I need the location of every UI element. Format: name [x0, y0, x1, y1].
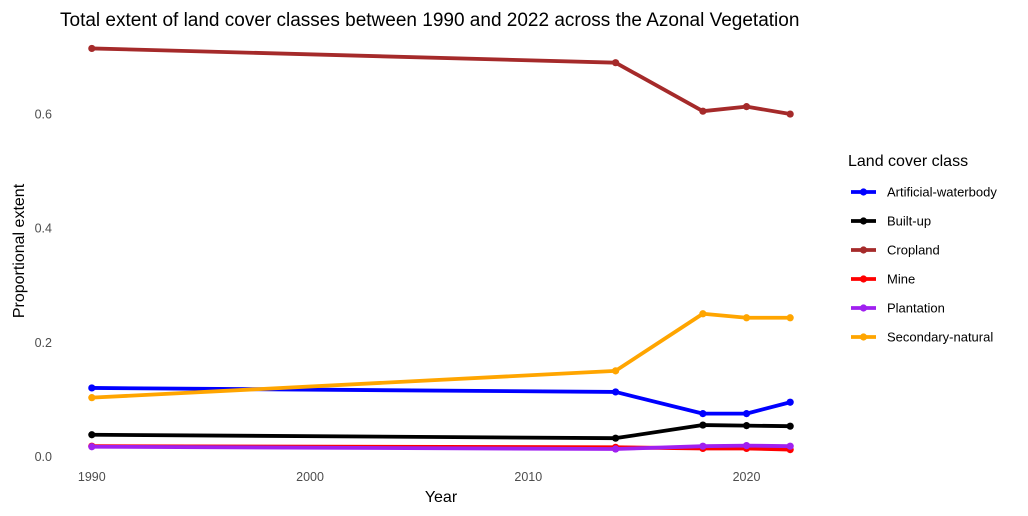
data-point [699, 310, 707, 318]
data-point [611, 59, 620, 67]
x-tick-label: 2020 [733, 470, 761, 484]
data-point [88, 431, 96, 439]
series-secondary-natural [88, 310, 794, 402]
legend-item: Artificial-waterbody [851, 185, 997, 200]
x-tick-label: 2000 [296, 470, 324, 484]
data-point [699, 107, 707, 115]
x-tick-label: 1990 [78, 470, 106, 484]
data-point [742, 314, 751, 322]
series-cropland [88, 44, 794, 118]
data-point [742, 422, 751, 430]
x-axis-title: Year [425, 489, 458, 506]
series-built-up [88, 421, 794, 442]
plot-area [88, 44, 794, 454]
x-axis-ticks: 1990 2000 2010 2020 [78, 470, 761, 484]
legend-marker [859, 188, 868, 196]
legend-title: Land cover class [848, 153, 968, 170]
series-artificial-waterbody [88, 384, 794, 418]
legend-label: Cropland [887, 243, 940, 258]
data-point [699, 421, 707, 429]
data-point [786, 398, 794, 406]
y-axis-ticks: 0.0 0.2 0.4 0.6 [35, 108, 52, 464]
data-point [742, 441, 751, 450]
legend-item: Secondary-natural [851, 330, 993, 345]
y-tick-label: 0.2 [35, 336, 52, 350]
legend-marker [859, 275, 868, 283]
legend: Land cover class Artificial-waterbody Bui… [848, 153, 997, 345]
series-line [91, 46, 791, 116]
legend-label: Secondary-natural [887, 330, 993, 345]
data-point [786, 422, 794, 430]
legend-marker [859, 304, 868, 312]
legend-item: Plantation [851, 301, 945, 316]
data-point [742, 410, 751, 418]
legend-item: Mine [851, 272, 915, 287]
legend-marker [859, 217, 868, 225]
series-plantation [88, 441, 794, 453]
data-point [88, 394, 96, 402]
series-line [91, 423, 791, 441]
legend-label: Built-up [887, 214, 931, 229]
y-axis-title: Proportional extent [11, 183, 28, 318]
y-tick-label: 0.6 [35, 108, 52, 122]
legend-label: Mine [887, 272, 915, 287]
data-point [611, 445, 620, 453]
data-point [786, 442, 794, 450]
data-point [88, 384, 96, 392]
legend-item: Built-up [851, 214, 931, 229]
data-point [611, 434, 620, 442]
data-point [699, 410, 707, 418]
data-point [88, 44, 96, 53]
chart-title: Total extent of land cover classes betwe… [60, 10, 799, 31]
legend-label: Plantation [887, 301, 945, 316]
data-point [742, 103, 751, 111]
legend-label: Artificial-waterbody [887, 185, 997, 200]
data-point [611, 367, 620, 375]
data-point [88, 443, 96, 451]
data-point [786, 110, 794, 118]
y-tick-label: 0.4 [35, 222, 52, 236]
x-tick-label: 2010 [514, 470, 542, 484]
legend-item: Cropland [851, 243, 940, 258]
series-line [91, 311, 791, 400]
legend-marker [859, 333, 868, 341]
legend-marker [859, 246, 868, 254]
y-tick-label: 0.0 [35, 450, 52, 464]
data-point [611, 388, 620, 396]
data-point [699, 442, 707, 450]
data-point [786, 314, 794, 322]
